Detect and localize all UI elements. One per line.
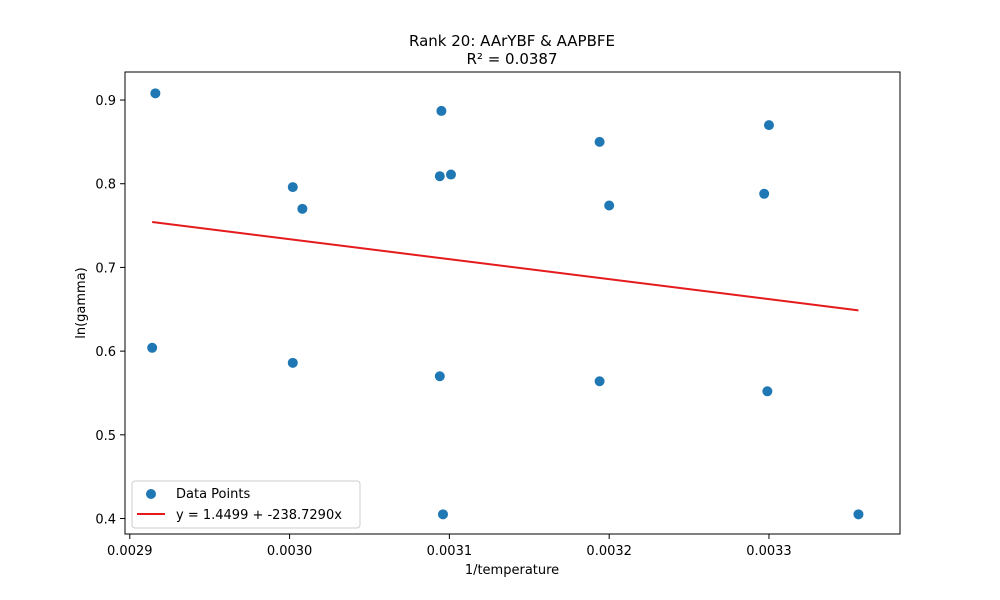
y-tick-label: 0.9	[95, 94, 116, 109]
y-axis: 0.4 0.5 0.6 0.7 0.8 0.9	[95, 94, 125, 528]
chart-title: Rank 20: AArYBF & AAPBFE	[409, 32, 615, 50]
data-point-16	[762, 386, 773, 397]
x-axis-label: 1/temperature	[465, 563, 559, 578]
legend-box	[131, 480, 361, 529]
data-point-12	[604, 200, 615, 211]
data-point-8	[445, 169, 456, 180]
plot-area	[147, 88, 864, 520]
chart-subtitle: R² = 0.0387	[466, 50, 557, 68]
data-point-3	[287, 182, 298, 193]
data-point-9	[434, 371, 445, 382]
x-tick-label: 0.0032	[586, 544, 632, 559]
data-point-10	[437, 509, 448, 520]
legend-label-data-points: Data Points	[176, 487, 250, 502]
x-tick-label: 0.0030	[267, 544, 313, 559]
y-tick-label: 0.6	[95, 345, 116, 360]
legend: Data Points y = 1.4499 + -238.7290x	[131, 480, 361, 529]
data-point-6	[436, 105, 447, 116]
y-tick-label: 0.7	[95, 261, 116, 276]
data-point-13	[594, 376, 605, 387]
data-point-14	[763, 120, 774, 131]
y-tick-label: 0.8	[95, 178, 116, 193]
x-tick-label: 0.0033	[746, 544, 792, 559]
plot-frame	[124, 71, 901, 535]
x-tick-label: 0.0029	[107, 544, 153, 559]
y-axis-label: ln(gamma)	[74, 267, 89, 339]
data-point-2	[147, 342, 158, 353]
y-tick-label: 0.5	[95, 429, 116, 444]
fit-line	[152, 221, 859, 312]
data-point-4	[297, 203, 308, 214]
x-axis: 0.0029 0.0030 0.0031 0.0032 0.0033	[107, 534, 792, 559]
y-tick-label: 0.4	[95, 513, 116, 528]
data-point-11	[594, 136, 605, 147]
data-point-5	[287, 357, 298, 368]
data-point-7	[434, 171, 445, 182]
x-tick-label: 0.0031	[427, 544, 473, 559]
data-point-17	[853, 509, 864, 520]
data-point-1	[150, 88, 161, 99]
data-point-15	[759, 188, 770, 199]
legend-label-fit-line: y = 1.4499 + -238.7290x	[176, 508, 342, 523]
legend-marker-data-points	[146, 489, 156, 499]
